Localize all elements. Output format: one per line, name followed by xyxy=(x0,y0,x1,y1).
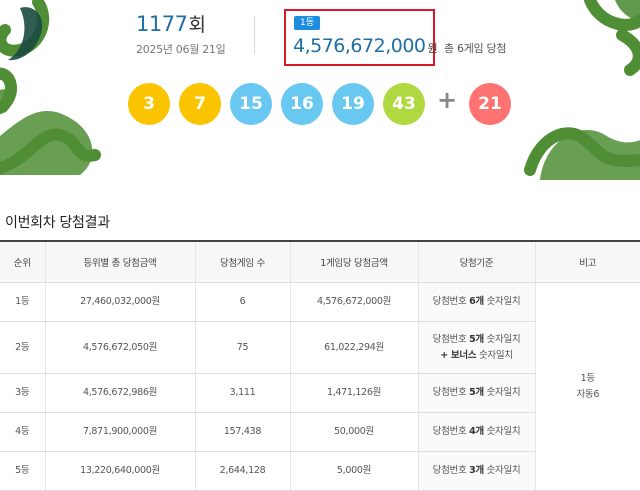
winning-number-ball-6: 43 xyxy=(383,83,425,125)
cell-total: 4,576,672,050원 xyxy=(45,321,196,374)
cell-per-game: 50,000원 xyxy=(290,412,419,452)
cell-total: 13,220,640,000원 xyxy=(45,451,196,491)
cell-criteria: 당첨번호 4개 숫자일치 xyxy=(418,412,536,452)
cell-rank: 5등 xyxy=(0,451,46,491)
header-note: 비고 xyxy=(535,240,640,283)
cell-criteria: 당첨번호 6개 숫자일치 xyxy=(418,282,536,322)
round-number: 1177회 xyxy=(136,12,206,36)
first-prize-box: 1등 4,576,672,000 원 xyxy=(284,9,438,66)
header-games: 당첨게임 수 xyxy=(195,240,291,283)
cell-rank: 2등 xyxy=(0,321,46,374)
cell-games: 6 xyxy=(195,282,291,322)
prize-result-table: 순위 등위별 총 당첨금액 당첨게임 수 1게임당 당첨금액 당첨기준 비고 1… xyxy=(0,240,640,491)
header-criteria: 당첨기준 xyxy=(418,240,536,283)
header-rank: 순위 xyxy=(0,240,46,283)
header-total: 등위별 총 당첨금액 xyxy=(45,240,196,283)
cell-games: 2,644,128 xyxy=(195,451,291,491)
cell-total: 27,460,032,000원 xyxy=(45,282,196,322)
first-prize-amount: 4,576,672,000 원 xyxy=(293,35,438,57)
cell-games: 3,111 xyxy=(195,373,291,413)
table-row: 4등 7,871,900,000원 157,438 50,000원 당첨번호 4… xyxy=(0,412,640,452)
cell-total: 4,576,672,986원 xyxy=(45,373,196,413)
cell-games: 157,438 xyxy=(195,412,291,452)
cell-total: 7,871,900,000원 xyxy=(45,412,196,452)
cell-criteria: 당첨번호 3개 숫자일치 xyxy=(418,451,536,491)
first-prize-winners: 총 6게임 당첨 xyxy=(444,42,507,55)
winning-number-ball-4: 16 xyxy=(281,83,323,125)
cell-rank: 1등 xyxy=(0,282,46,322)
cell-rank: 3등 xyxy=(0,373,46,413)
winning-number-ball-1: 3 xyxy=(128,83,170,125)
first-prize-badge: 1등 xyxy=(294,16,321,30)
cell-per-game: 4,576,672,000원 xyxy=(290,282,419,322)
winning-number-ball-2: 7 xyxy=(179,83,221,125)
winning-number-ball-3: 15 xyxy=(230,83,272,125)
draw-date: 2025년 06월 21일 xyxy=(136,43,226,56)
section-title: 이번회차 당첨결과 xyxy=(5,215,110,231)
winning-number-ball-5: 19 xyxy=(332,83,374,125)
bonus-number-ball: 21 xyxy=(469,83,511,125)
table-header-row: 순위 등위별 총 당첨금액 당첨게임 수 1게임당 당첨금액 당첨기준 비고 xyxy=(0,240,640,283)
header-per-game: 1게임당 당첨금액 xyxy=(290,240,419,283)
divider xyxy=(254,16,255,54)
cell-per-game: 61,022,294원 xyxy=(290,321,419,374)
plus-sign: + xyxy=(437,86,458,114)
cell-criteria: 당첨번호 5개 숫자일치 xyxy=(418,373,536,413)
table-row: 3등 4,576,672,986원 3,111 1,471,126원 당첨번호 … xyxy=(0,373,640,413)
table-row: 1등 27,460,032,000원 6 4,576,672,000원 당첨번호… xyxy=(0,282,640,491)
cell-per-game: 1,471,126원 xyxy=(290,373,419,413)
cell-per-game: 5,000원 xyxy=(290,451,419,491)
table-row: 2등 4,576,672,050원 75 61,022,294원 당첨번호 5개… xyxy=(0,321,640,374)
cell-rank: 4등 xyxy=(0,412,46,452)
cell-note: 1등 자동6 xyxy=(535,282,640,491)
cell-criteria: 당첨번호 5개 숫자일치 + 보너스 숫자일치 xyxy=(418,321,536,374)
cell-games: 75 xyxy=(195,321,291,374)
